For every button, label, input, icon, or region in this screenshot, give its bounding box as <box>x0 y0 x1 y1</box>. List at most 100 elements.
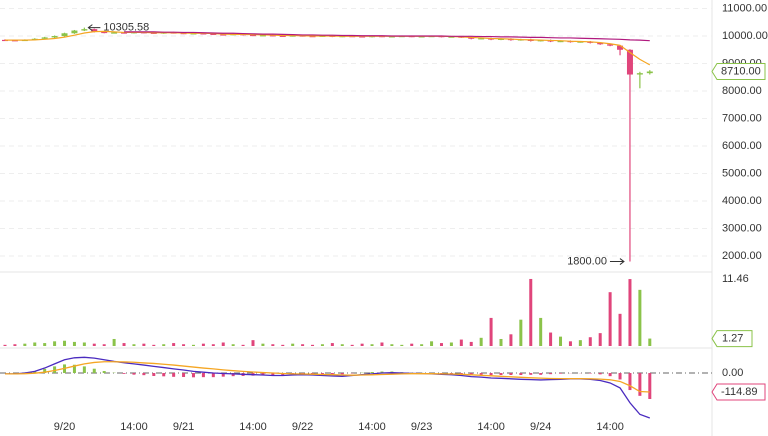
macd-bar <box>449 373 453 374</box>
volume-bar <box>82 342 86 346</box>
macd-bar <box>162 373 166 377</box>
candle-body <box>111 32 118 34</box>
volume-bar <box>648 338 652 346</box>
macd-bar <box>529 373 533 375</box>
macd-bar <box>638 373 642 396</box>
macd-bar <box>648 373 652 399</box>
candle-body <box>259 35 266 37</box>
volume-bar <box>102 344 106 346</box>
x-tick-label: 14:00 <box>596 421 624 433</box>
volume-bar <box>509 334 513 346</box>
volume-bar <box>608 292 612 346</box>
x-tick-label: 14:00 <box>239 421 267 433</box>
y-tick-label: 11000.00 <box>722 2 767 14</box>
macd-bar <box>539 373 543 375</box>
macd-bar <box>479 373 483 375</box>
volume-bar <box>469 341 473 346</box>
volume-bar <box>241 344 245 346</box>
volume-bar <box>410 343 414 346</box>
macd-bar <box>53 366 57 374</box>
volume-bar <box>320 344 324 346</box>
volume-bar <box>3 344 7 346</box>
macd-bar <box>608 373 612 377</box>
candle-body <box>150 32 157 34</box>
annotation-arrow <box>609 258 625 265</box>
volume-bar <box>281 344 285 346</box>
last-price-label: 8710.00 <box>721 65 761 77</box>
line <box>5 356 651 419</box>
volume-bar <box>519 319 523 346</box>
candle-body <box>220 34 227 36</box>
candle-body <box>597 42 604 45</box>
macd-bar <box>182 373 186 377</box>
last-volume-label: 1.27 <box>722 332 743 344</box>
macd-bar <box>122 373 126 374</box>
y-tick-label: 2000.00 <box>722 250 762 262</box>
macd-bar <box>499 373 503 375</box>
y-tick-label: 4000.00 <box>722 195 762 207</box>
price-tag <box>711 63 766 81</box>
volume-bar <box>291 343 295 346</box>
volume-bar <box>400 344 404 346</box>
y-tick-label: 5000.00 <box>722 167 762 179</box>
candle-body <box>81 29 88 31</box>
line <box>5 30 651 66</box>
volume-bar <box>112 338 116 346</box>
candle-body <box>279 35 286 37</box>
macd-bar <box>231 373 235 377</box>
candle-body <box>61 33 68 37</box>
volume-bar <box>638 289 642 346</box>
macd-bar <box>271 373 275 376</box>
macd-bar <box>628 373 632 391</box>
candle-body <box>51 36 58 38</box>
y-tick-label: 6000.00 <box>722 140 762 152</box>
x-tick-label: 14:00 <box>120 421 148 433</box>
y-tick-label: 0.00 <box>722 367 743 379</box>
macd-bar <box>72 364 76 374</box>
x-tick-label: 14:00 <box>477 421 505 433</box>
candle-body <box>626 49 633 75</box>
candle-body <box>121 32 128 34</box>
macd-bar <box>509 373 513 375</box>
volume-bar <box>360 343 364 346</box>
volume-bar <box>559 336 563 346</box>
volume-bar <box>380 342 384 346</box>
line <box>124 31 650 42</box>
candle-body <box>101 31 108 34</box>
candle-body <box>210 33 217 36</box>
macd-bar <box>549 373 553 375</box>
x-tick-label: 9/22 <box>292 421 313 433</box>
volume-bar <box>311 344 315 346</box>
volume-bar <box>63 340 67 346</box>
volume-bar <box>33 342 37 346</box>
macd-bar <box>489 373 493 376</box>
volume-bar <box>430 341 434 346</box>
macd-bar <box>320 373 324 375</box>
volume-bar <box>598 333 602 346</box>
volume-bar <box>271 344 275 346</box>
line <box>5 361 650 393</box>
volume-bar <box>251 340 255 346</box>
x-tick-label: 9/20 <box>54 421 75 433</box>
y-tick-label: 3000.00 <box>722 222 762 234</box>
candle-body <box>91 29 98 32</box>
volume-bar <box>301 344 305 346</box>
candle-body <box>190 33 197 35</box>
volume-bar <box>529 278 533 346</box>
value-tag <box>711 330 753 348</box>
macd-bar <box>370 372 374 374</box>
volume-bar <box>350 344 354 346</box>
candle-body <box>617 45 624 50</box>
volume-bar <box>479 337 483 346</box>
macd-bar <box>142 373 146 376</box>
macd-bar <box>301 373 305 374</box>
volume-bar <box>53 341 57 346</box>
y-tick-label: 8000.00 <box>722 85 762 97</box>
low-label: 1800.00 <box>567 255 607 267</box>
volume-bar <box>439 343 443 346</box>
macd-bar <box>559 373 563 374</box>
volume-bar <box>390 344 394 346</box>
volume-bar <box>261 343 265 346</box>
